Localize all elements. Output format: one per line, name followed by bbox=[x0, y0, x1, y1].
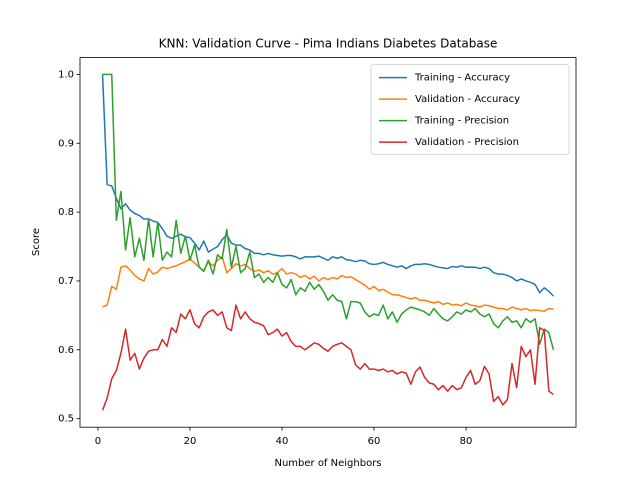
legend-label: Training - Accuracy bbox=[414, 73, 510, 84]
series-line bbox=[102, 256, 554, 312]
y-axis-label: Score bbox=[31, 228, 42, 256]
series-line bbox=[102, 73, 555, 351]
plot-frame bbox=[79, 57, 577, 428]
y-tick-label: 0.5 bbox=[58, 414, 74, 425]
legend: Training - Accuracy Validation - Accuracy… bbox=[370, 64, 570, 155]
x-tick-label: 60 bbox=[368, 436, 381, 447]
x-tick-label: 80 bbox=[460, 436, 473, 447]
x-tick-label: 0 bbox=[95, 436, 101, 447]
legend-label: Validation - Accuracy bbox=[415, 94, 520, 105]
series-line bbox=[101, 304, 554, 411]
y-tick-label: 0.8 bbox=[58, 207, 74, 218]
y-tick-label: 0.7 bbox=[58, 276, 74, 287]
x-axis-label: Number of Neighbors bbox=[274, 458, 381, 469]
x-tick-label: 40 bbox=[276, 436, 289, 447]
legend-box bbox=[370, 64, 570, 155]
chart-title: KNN: Validation Curve - Pima Indians Dia… bbox=[159, 37, 498, 51]
x-tick-label: 20 bbox=[184, 436, 197, 447]
y-tick-label: 0.9 bbox=[58, 138, 74, 149]
legend-label: Validation - Precision bbox=[415, 137, 519, 148]
legend-label: Training - Precision bbox=[414, 116, 509, 127]
y-tick-label: 1.0 bbox=[58, 69, 74, 80]
y-tick-label: 0.6 bbox=[58, 345, 74, 356]
